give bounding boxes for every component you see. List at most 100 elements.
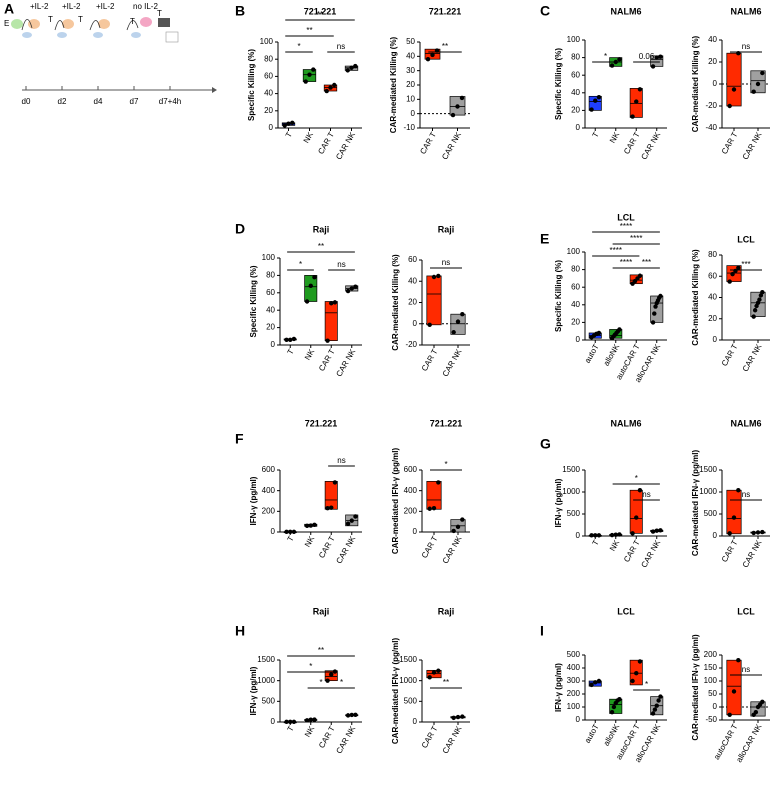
transfer-arrows: [21, 19, 139, 31]
step-label: no IL-2: [133, 2, 158, 11]
data-point: [637, 488, 643, 493]
y-tick-label: 200: [567, 689, 581, 698]
data-point: [304, 523, 310, 528]
data-point: [609, 63, 615, 68]
x-tick-label: CAR NK: [741, 342, 764, 373]
data-point: [630, 531, 635, 536]
data-point: [460, 714, 465, 719]
data-point: [658, 293, 663, 299]
significance-label: *: [645, 680, 648, 689]
day-label: d2: [58, 97, 67, 106]
y-axis-label: CAR-mediated Killing (%): [389, 36, 398, 133]
data-point: [658, 528, 663, 533]
y-tick-label: 200: [262, 506, 276, 515]
data-point: [634, 99, 639, 104]
data-point: [731, 689, 737, 694]
significance-label: ****: [630, 234, 642, 243]
y-tick-label: 400: [262, 486, 276, 495]
cell: [93, 32, 103, 38]
significance-label: ****: [610, 246, 622, 255]
data-point: [455, 319, 461, 324]
cell: [140, 17, 152, 27]
chart-title: LCL: [617, 212, 635, 222]
y-tick-label: 500: [567, 509, 581, 518]
x-tick-label: NK: [608, 130, 622, 145]
data-point: [727, 712, 732, 717]
data-point: [755, 530, 761, 535]
y-tick-label: 80: [264, 54, 273, 63]
box: [324, 301, 338, 342]
data-point: [329, 672, 334, 677]
data-point: [291, 529, 297, 534]
data-point: [304, 299, 310, 304]
significance-label: ***: [741, 260, 750, 269]
data-point: [436, 480, 441, 485]
chart: NALM6 CAR-mediated Killing (%) -40 -20 0 20 40…: [691, 6, 770, 161]
data-point: [328, 85, 333, 90]
significance-label: ***: [642, 258, 651, 267]
panel-letter: B: [235, 3, 245, 19]
y-tick-label: 40: [408, 276, 417, 285]
significance-label: *: [604, 52, 607, 61]
panel-letter: F: [235, 431, 244, 447]
significance-label: ns: [337, 42, 345, 51]
y-tick-label: 40: [708, 293, 717, 302]
panel-letter: G: [540, 436, 551, 452]
x-tick-label: autoCAR T: [712, 722, 740, 761]
y-tick-label: -10: [403, 123, 415, 132]
chart: NALM6 CAR-mediated IFN-γ (pg/ml) 0 500 1000 1…: [691, 418, 770, 569]
significance-label: ns: [742, 42, 750, 51]
y-tick-label: 80: [571, 53, 580, 62]
step-label: E: [4, 19, 9, 28]
y-tick-label: 0: [411, 109, 416, 118]
y-tick-label: 500: [404, 696, 418, 705]
cell: [28, 19, 40, 29]
y-tick-label: 0: [713, 335, 718, 344]
cell: [57, 32, 67, 38]
y-tick-label: 20: [408, 298, 417, 307]
chart-title: Raji: [313, 224, 330, 234]
data-point: [349, 65, 354, 71]
box: [588, 95, 602, 111]
plot-icon: [165, 31, 179, 43]
data-point: [760, 699, 765, 704]
y-tick-label: 50: [406, 37, 415, 46]
y-tick-label: -40: [705, 123, 717, 132]
data-point: [730, 271, 735, 277]
data-point: [427, 322, 432, 328]
x-tick-label: CAR NK: [334, 724, 357, 755]
y-tick-label: 20: [571, 106, 580, 115]
data-point: [332, 480, 338, 485]
data-point: [652, 707, 658, 712]
step-label: T: [157, 9, 162, 18]
instrument: [158, 18, 170, 27]
x-tick-label: T: [286, 347, 296, 356]
chart-title: NALM6: [611, 6, 642, 16]
data-point: [455, 714, 461, 720]
x-tick-label: alloNK: [602, 342, 622, 367]
data-point: [451, 330, 456, 335]
x-tick-label: CAR T: [420, 347, 440, 372]
x-tick-label: CAR T: [317, 724, 337, 749]
data-point: [589, 533, 594, 538]
day-label: d0: [22, 97, 31, 106]
y-tick-label: 400: [567, 663, 581, 672]
significance-label: *: [340, 678, 343, 687]
data-point: [288, 337, 293, 342]
y-tick-label: -20: [405, 340, 417, 349]
step-label: T: [48, 15, 53, 24]
data-point: [312, 274, 317, 280]
data-point: [760, 529, 765, 535]
significance-label: *: [309, 662, 312, 671]
data-point: [451, 715, 456, 721]
data-point: [436, 273, 441, 279]
data-point: [634, 671, 639, 676]
x-tick-label: autoT: [583, 722, 601, 744]
x-tick-label: T: [284, 130, 294, 139]
data-point: [736, 488, 741, 493]
data-point: [427, 675, 432, 680]
data-point: [308, 523, 313, 528]
data-point: [425, 57, 431, 62]
day-label: d7: [130, 97, 139, 106]
data-point: [307, 72, 312, 77]
